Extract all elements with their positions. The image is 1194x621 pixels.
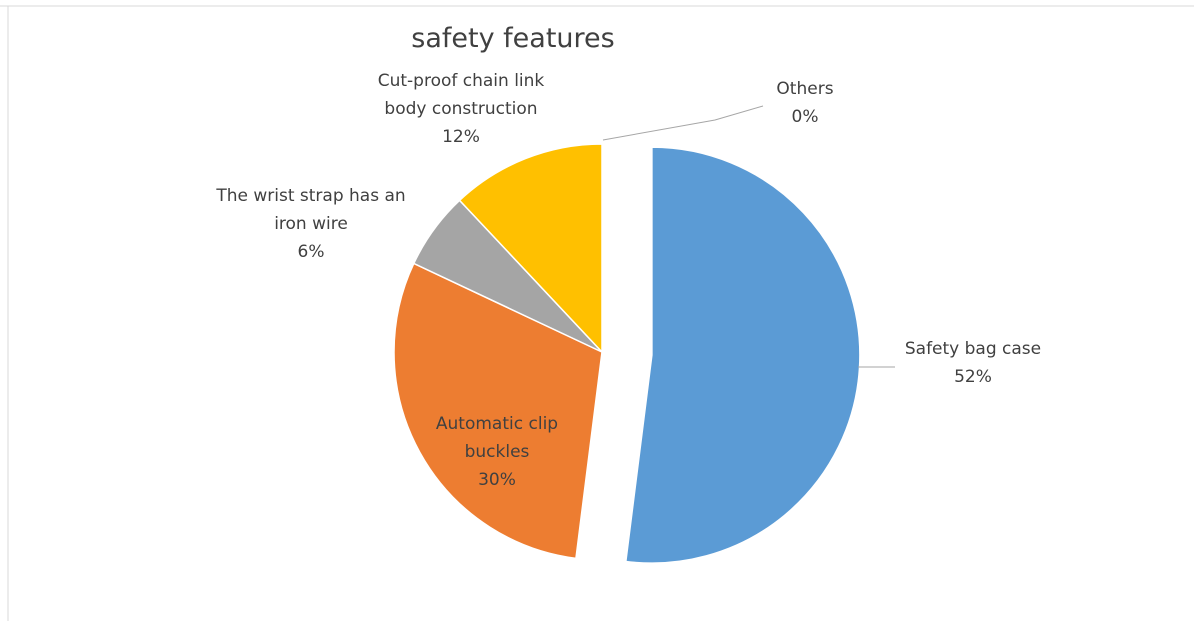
leader-line-others <box>602 105 764 141</box>
pie-slice-automatic-clip-buckles <box>393 262 603 560</box>
pie-slice-safety-bag-case <box>624 146 861 564</box>
data-label-percent: 12% <box>442 127 480 147</box>
data-label-category: Safety bag case <box>905 339 1041 359</box>
data-label-category: Automatic clip <box>436 414 558 434</box>
pie-slices <box>393 143 861 564</box>
leader-lines <box>602 105 895 368</box>
data-label-category: body construction <box>384 99 537 119</box>
data-labels: Safety bag case 52% Automatic clip buckles 3… <box>215 71 1041 490</box>
data-label-automatic-clip-buckles: Automatic clip buckles 30% <box>436 414 558 490</box>
data-label-category: Others <box>776 79 833 99</box>
data-label-category: iron wire <box>274 214 348 234</box>
pie-slice-cut-proof-chain-link-body-construction <box>458 143 603 354</box>
data-label-percent: 6% <box>298 242 325 262</box>
data-label-percent: 0% <box>792 107 819 127</box>
data-label-others: Others 0% <box>776 79 833 127</box>
data-label-category: Cut-proof chain link <box>378 71 545 91</box>
data-label-the-wrist-strap-has-an-iron-wire: The wrist strap has an iron wire 6% <box>215 186 405 262</box>
data-label-category: buckles <box>465 442 530 462</box>
data-label-percent: 30% <box>478 470 516 490</box>
data-label-cut-proof-chain-link-body-construction: Cut-proof chain link body construction 12% <box>378 71 545 147</box>
data-label-category: The wrist strap has an <box>215 186 405 206</box>
data-label-percent: 52% <box>954 367 992 387</box>
chart-title: safety features <box>411 23 614 54</box>
data-label-safety-bag-case: Safety bag case 52% <box>905 339 1041 387</box>
